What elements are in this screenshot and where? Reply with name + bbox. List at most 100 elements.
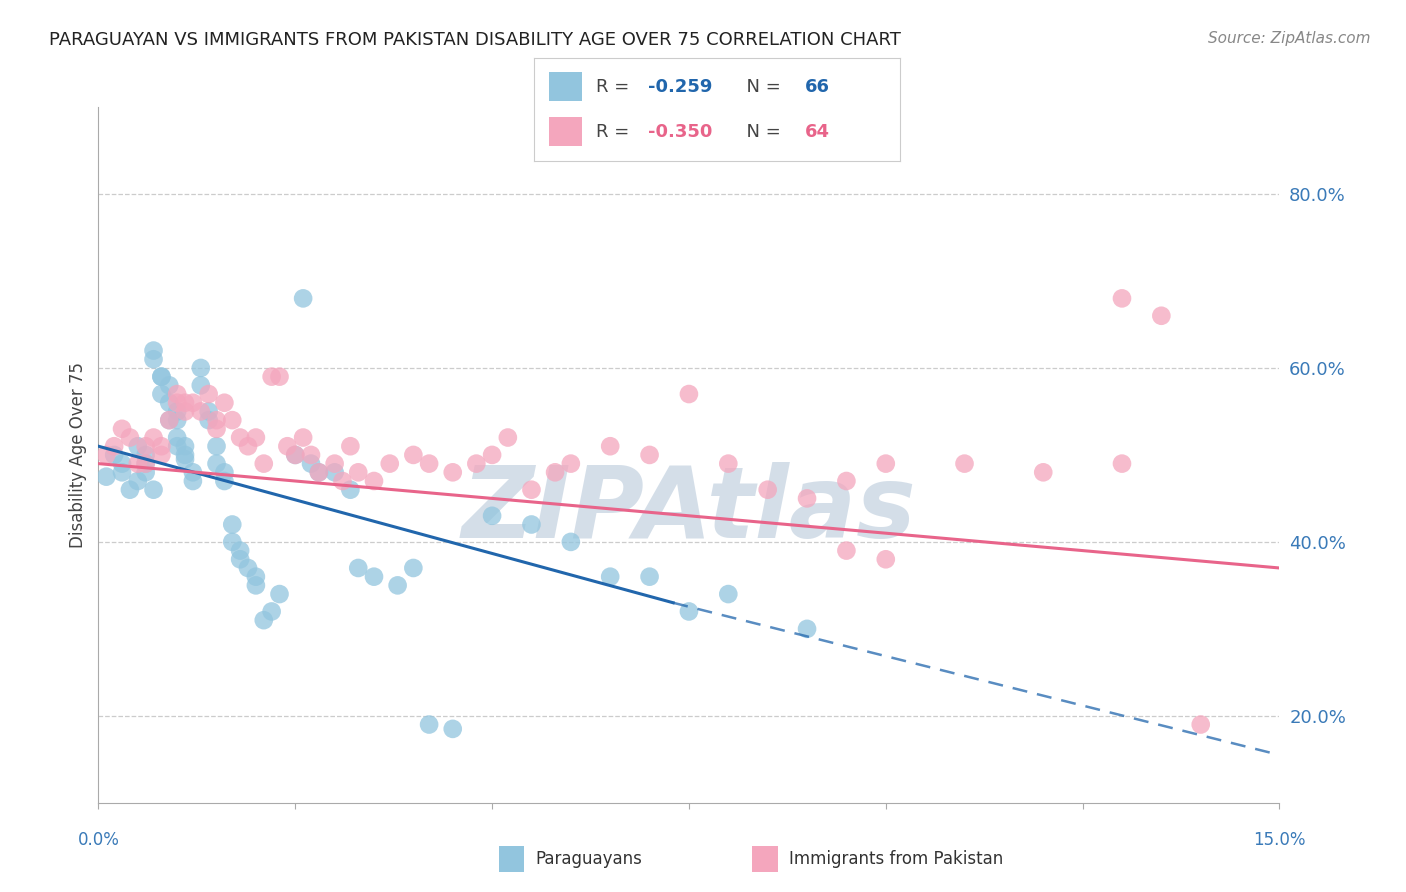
Point [339,439,361,453]
Point [520,517,543,532]
Point [205,413,228,427]
Point [481,448,503,462]
Point [166,395,188,409]
Point [1032,466,1054,480]
Point [1111,291,1133,305]
Point [174,452,197,467]
Point [157,395,180,409]
Point [221,517,243,532]
Point [323,466,346,480]
Point [253,457,276,471]
Point [174,404,197,418]
Point [197,404,219,418]
Text: -0.350: -0.350 [648,123,711,141]
Point [166,439,188,453]
Point [276,439,298,453]
Point [678,387,700,401]
Point [229,543,252,558]
Point [150,448,173,462]
Point [835,474,858,488]
Text: N =: N = [735,78,787,95]
Point [560,457,582,471]
Text: 0.0%: 0.0% [77,831,120,849]
Point [599,570,621,584]
Point [127,439,149,453]
Point [174,448,197,462]
Point [181,466,204,480]
Point [190,378,212,392]
Point [157,413,180,427]
Point [245,570,267,584]
Point [150,369,173,384]
Text: 64: 64 [804,123,830,141]
Point [142,352,165,367]
Point [190,360,212,375]
Point [135,457,157,471]
Point [1111,457,1133,471]
Point [190,404,212,418]
Point [166,413,188,427]
Point [111,466,134,480]
Bar [548,118,582,146]
Point [205,422,228,436]
Point [1150,309,1173,323]
Point [363,474,385,488]
Point [214,474,236,488]
Point [418,717,440,731]
Point [135,448,157,462]
Point [560,534,582,549]
Point [717,587,740,601]
Point [269,369,291,384]
Point [118,430,141,444]
Point [418,457,440,471]
Point [441,722,464,736]
Text: Source: ZipAtlas.com: Source: ZipAtlas.com [1208,31,1371,46]
Point [197,387,219,401]
Point [378,457,401,471]
Point [214,466,236,480]
Point [638,448,661,462]
Text: PARAGUAYAN VS IMMIGRANTS FROM PAKISTAN DISABILITY AGE OVER 75 CORRELATION CHART: PARAGUAYAN VS IMMIGRANTS FROM PAKISTAN D… [49,31,901,49]
Text: N =: N = [735,123,787,141]
Point [150,369,173,384]
Point [299,457,322,471]
Point [221,534,243,549]
Point [496,430,519,444]
Point [260,369,283,384]
Point [174,439,197,453]
Point [1189,717,1212,731]
Point [269,587,291,601]
Point [953,457,976,471]
Point [441,466,464,480]
Point [292,291,315,305]
Point [796,491,818,506]
Text: 66: 66 [804,78,830,95]
Point [245,578,267,592]
Point [363,570,385,584]
Point [299,448,322,462]
Point [166,404,188,418]
Point [402,561,425,575]
Point [142,483,165,497]
Point [135,457,157,471]
Point [205,457,228,471]
Text: ZIPAtlas: ZIPAtlas [461,462,917,559]
Point [835,543,858,558]
Point [127,474,149,488]
Bar [548,72,582,101]
Point [221,413,243,427]
Point [174,395,197,409]
Point [96,448,118,462]
Point [229,552,252,566]
Point [197,413,219,427]
Point [111,422,134,436]
Point [166,387,188,401]
Point [181,395,204,409]
Text: 15.0%: 15.0% [1253,831,1306,849]
Point [157,413,180,427]
Point [387,578,409,592]
Point [347,561,370,575]
Point [166,430,188,444]
Text: Immigrants from Pakistan: Immigrants from Pakistan [789,850,1002,868]
Point [135,466,157,480]
